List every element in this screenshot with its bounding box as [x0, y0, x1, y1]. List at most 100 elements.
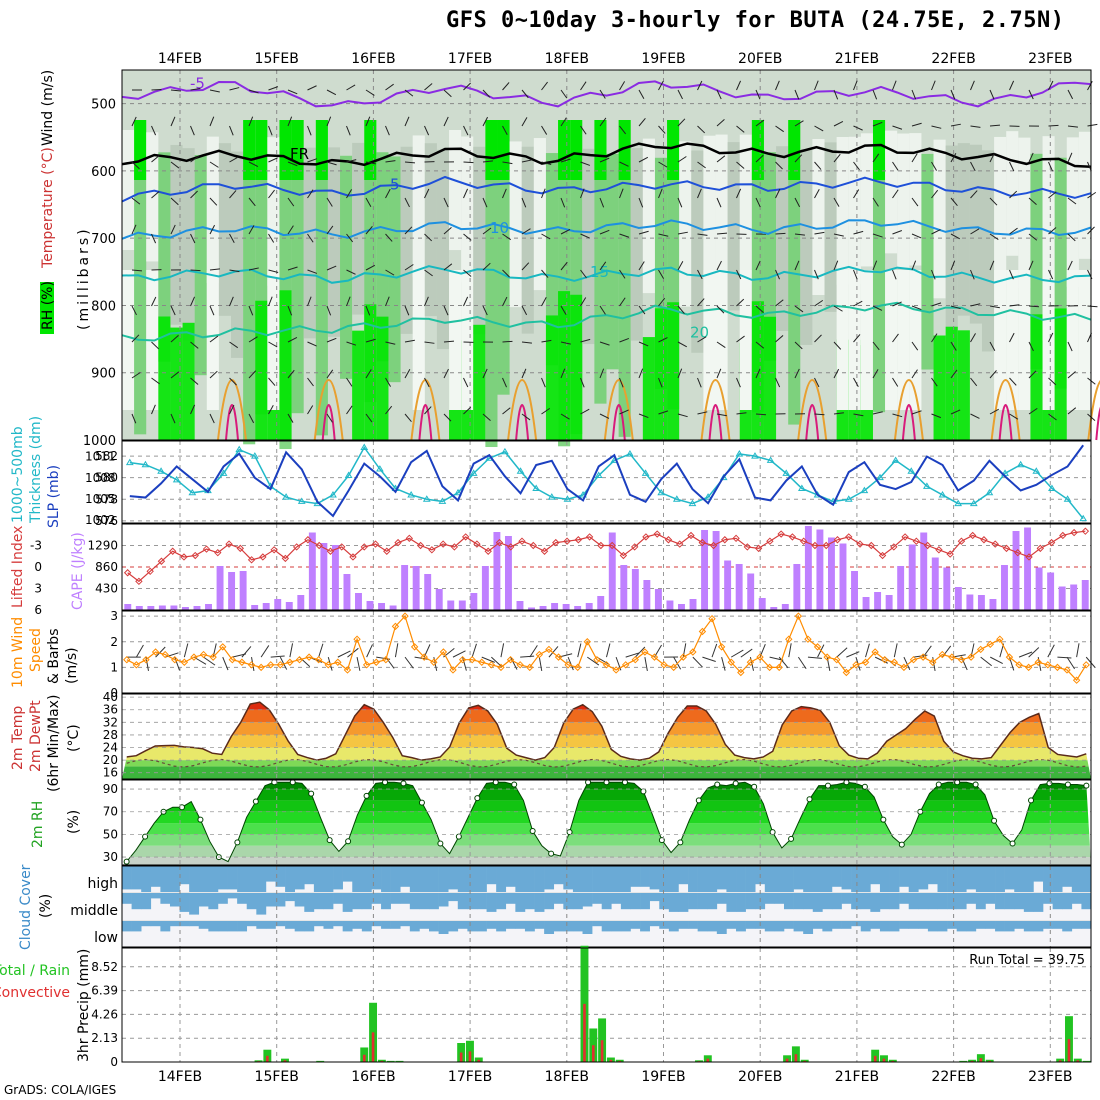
wind-barb	[853, 161, 860, 171]
wind-barb	[541, 161, 552, 166]
wind-barb	[677, 197, 683, 208]
cloud-cover-cell	[822, 893, 833, 910]
lifted-index-point	[856, 540, 864, 548]
rh-column	[327, 147, 341, 337]
cloud-cover-cell	[467, 866, 478, 892]
cloud-layer-label: middle	[70, 903, 118, 919]
thickness-point	[626, 449, 634, 457]
cloud-cover-cell	[831, 866, 842, 887]
thickness-point	[923, 482, 931, 489]
temperature-band	[122, 760, 1091, 767]
wind-barb	[814, 334, 822, 343]
wind-barb	[209, 197, 218, 206]
wind-barb	[755, 89, 761, 100]
wind-speed-point	[679, 653, 687, 661]
wind-barb	[658, 377, 663, 388]
lifted-index-point	[1025, 553, 1033, 561]
cloud-cover-cell	[429, 893, 439, 910]
rh-tick-label: 90	[103, 782, 118, 796]
wind-barb	[307, 405, 314, 415]
thickness-point	[860, 486, 869, 494]
cloud-cover-cell	[985, 893, 996, 904]
thickness-point	[219, 469, 228, 476]
wind-barb	[131, 372, 141, 379]
cloud-cover-cell	[764, 866, 775, 892]
rh-band	[122, 811, 1091, 824]
cloud-cover-cell	[889, 893, 900, 910]
wind-barb	[619, 161, 629, 167]
rh-column-upper	[255, 120, 268, 180]
wind-barb	[248, 370, 257, 379]
cape-bar	[804, 526, 812, 610]
rh-column	[739, 134, 752, 274]
wind-barb	[716, 413, 727, 417]
cloud-cover-cell	[812, 866, 823, 892]
lifted-index-point	[1047, 538, 1056, 547]
rh-legend-swatch	[40, 282, 54, 334]
thickness-point	[1063, 495, 1072, 502]
rh-column-moist	[279, 290, 292, 440]
cloud-cover-cell	[304, 921, 315, 932]
cloud-cover-cell	[985, 921, 996, 929]
wind-speed-point	[382, 655, 390, 664]
cloud-cover-cell	[150, 893, 161, 899]
cloud-cover-cell	[419, 921, 430, 929]
thickness-point	[985, 488, 994, 496]
lifted-index-point	[507, 543, 515, 551]
rh-column	[509, 141, 522, 308]
isotherm-loop-30	[805, 404, 820, 441]
pressure-tick-label: 1000	[83, 434, 116, 449]
wind-barb	[736, 125, 745, 133]
cape-bar	[297, 595, 305, 610]
cloud-cover-cell	[649, 866, 660, 890]
precip-total-bar	[783, 1055, 792, 1062]
wind-barb	[502, 269, 510, 278]
wind-barb	[307, 158, 318, 163]
wind-barb	[814, 299, 824, 307]
cape-bar	[205, 604, 212, 610]
wind-barb	[807, 656, 822, 659]
cloud-cover-cell	[505, 921, 516, 929]
rh-column-moist	[170, 327, 183, 440]
credit-label: GrADS: COLA/IGES	[4, 1083, 117, 1097]
wind-barb	[638, 197, 644, 208]
wind-speed-point	[564, 661, 572, 669]
thickness-point	[516, 467, 525, 474]
thickness-point	[454, 488, 462, 496]
rh-column	[582, 148, 595, 345]
rh-column-dry	[836, 270, 849, 410]
cloud-cover-cell	[851, 893, 862, 910]
wind-barb	[794, 305, 804, 313]
rh-column-moist	[763, 316, 777, 440]
cape-bar	[147, 606, 155, 610]
lifted-index-point	[326, 547, 335, 555]
rh-point	[806, 796, 813, 803]
wind-barb	[1028, 197, 1037, 205]
temperature-tick-label: 16	[103, 766, 118, 780]
precip-tick-label: 0	[110, 1055, 118, 1069]
precip-convective-bar	[583, 1003, 586, 1062]
wind-barb	[853, 125, 863, 131]
cloud-cover-cell	[333, 921, 343, 927]
cloud-cover-cell	[707, 866, 718, 892]
wind-barb	[872, 153, 880, 163]
rh-column	[352, 142, 365, 315]
rh-point	[1046, 780, 1053, 787]
cloud-cover-cell	[476, 921, 487, 932]
lifted-index-point	[1036, 544, 1045, 553]
wind-barb	[1087, 123, 1098, 127]
wind-barb	[326, 337, 337, 343]
cloud-cover-cell	[438, 921, 449, 934]
wind-barb	[170, 89, 182, 92]
rh-point	[972, 781, 979, 788]
wind-barb	[599, 368, 605, 379]
cloud-cover-cell	[208, 893, 219, 910]
wind-barb	[730, 649, 744, 658]
wind-barb	[580, 233, 590, 239]
rh-column-moist	[751, 301, 764, 440]
thickness-point	[297, 497, 306, 504]
cape-bar	[712, 531, 720, 610]
wind-barb	[307, 341, 317, 347]
cloud-cover-cell	[486, 921, 497, 929]
rh-column-upper	[134, 120, 147, 180]
